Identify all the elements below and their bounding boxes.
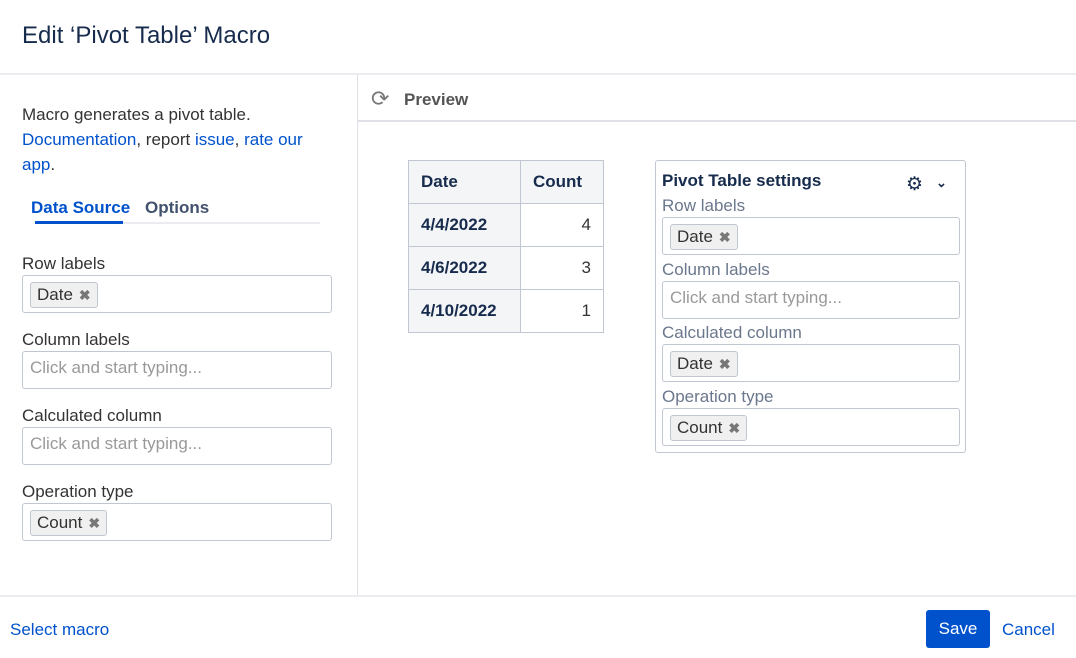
tag-date: Date ✖ (30, 282, 98, 308)
tag-label: Date (677, 354, 713, 373)
pivot-settings-panel: Pivot Table settings ⚙ ⌄ Row labels Date… (655, 160, 966, 453)
refresh-icon[interactable]: ⟳ (371, 86, 390, 111)
table-row: 4/6/2022 3 (408, 246, 604, 290)
settings-operation-type-input[interactable]: Count ✖ (662, 408, 960, 446)
calculated-column-label: Calculated column (22, 406, 162, 425)
save-button[interactable]: Save (926, 610, 990, 648)
header-date: Date (408, 160, 521, 204)
tag-label: Date (677, 227, 713, 246)
select-macro-link[interactable]: Select macro (10, 620, 110, 639)
header-divider (0, 73, 1076, 75)
calculated-column-input[interactable]: Click and start typing... (22, 427, 332, 465)
remove-tag-icon[interactable]: ✖ (728, 420, 741, 436)
settings-row-labels-input[interactable]: Date ✖ (662, 217, 960, 255)
tag-count: Count ✖ (670, 415, 748, 441)
row-labels-label: Row labels (22, 254, 106, 273)
table-row: 4/10/2022 1 (408, 289, 604, 333)
row-count: 3 (520, 246, 604, 290)
panel-divider (357, 75, 358, 596)
settings-calculated-column-label: Calculated column (662, 323, 802, 342)
tab-options[interactable]: Options (145, 198, 210, 217)
row-date: 4/6/2022 (408, 246, 521, 290)
remove-tag-icon[interactable]: ✖ (718, 356, 731, 372)
settings-column-labels-input[interactable]: Click and start typing... (662, 281, 960, 319)
remove-tag-icon[interactable]: ✖ (718, 229, 731, 245)
settings-row-labels-label: Row labels (662, 196, 746, 215)
operation-type-label: Operation type (22, 482, 134, 501)
row-date: 4/10/2022 (408, 289, 521, 333)
column-labels-label: Column labels (22, 330, 130, 349)
footer-divider (0, 595, 1076, 597)
macro-description: Macro generates a pivot table. Documenta… (22, 102, 332, 177)
settings-title: Pivot Table settings (662, 171, 822, 190)
documentation-link[interactable]: Documentation (22, 130, 137, 149)
chevron-down-icon[interactable]: ⌄ (936, 175, 947, 190)
tag-label: Count (37, 513, 83, 532)
active-tab-indicator (35, 221, 123, 224)
rate-app-link[interactable]: rate our app (22, 130, 303, 174)
tag-date: Date ✖ (670, 224, 738, 250)
row-labels-input[interactable]: Date ✖ (22, 275, 332, 313)
issue-link[interactable]: issue (194, 130, 235, 149)
tab-data-source[interactable]: Data Source (31, 198, 131, 217)
remove-tag-icon[interactable]: ✖ (78, 287, 91, 303)
description-text: , report (136, 130, 195, 149)
row-count: 4 (520, 203, 604, 247)
tabs-track (35, 222, 320, 224)
pivot-table: Date Count 4/4/2022 4 4/6/2022 3 4/10/2022 1 (408, 160, 604, 333)
header-count: Count (520, 160, 604, 204)
tag-count: Count ✖ (30, 510, 108, 536)
settings-calculated-column-input[interactable]: Date ✖ (662, 344, 960, 382)
gear-icon[interactable]: ⚙ (906, 174, 924, 195)
preview-divider (358, 120, 1076, 122)
preview-title: Preview (404, 90, 469, 109)
table-row: 4/4/2022 4 (408, 203, 604, 247)
row-count: 1 (520, 289, 604, 333)
dialog-title: Edit ‘Pivot Table’ Macro (22, 22, 271, 49)
description-text: . (50, 155, 56, 174)
column-labels-input[interactable]: Click and start typing... (22, 351, 332, 389)
table-header-row: Date Count (408, 160, 604, 204)
remove-tag-icon[interactable]: ✖ (88, 515, 101, 531)
description-text: Macro generates a pivot table. (22, 105, 251, 124)
description-text: , (234, 130, 245, 149)
settings-operation-type-label: Operation type (662, 387, 774, 406)
cancel-button[interactable]: Cancel (1002, 620, 1055, 639)
tag-date: Date ✖ (670, 351, 738, 377)
tag-label: Date (37, 285, 73, 304)
tag-label: Count (677, 418, 723, 437)
settings-column-labels-label: Column labels (662, 260, 770, 279)
operation-type-input[interactable]: Count ✖ (22, 503, 332, 541)
row-date: 4/4/2022 (408, 203, 521, 247)
